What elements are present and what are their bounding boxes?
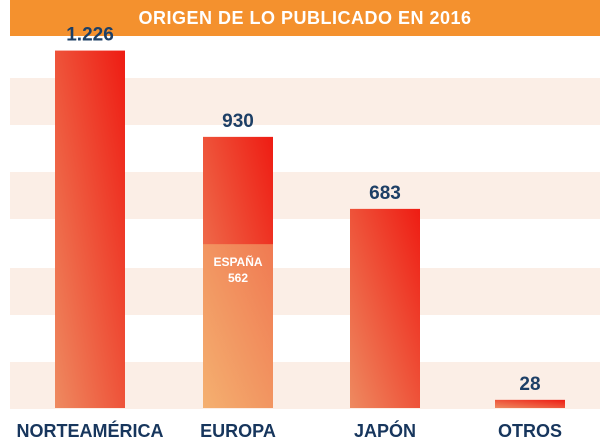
category-label-2: JAPÓN xyxy=(354,420,416,441)
value-label-1: 930 xyxy=(222,111,254,132)
sub-segment-label: ESPAÑA xyxy=(213,254,262,269)
value-label-2: 683 xyxy=(369,183,401,204)
chart-title-bar: ORIGEN DE LO PUBLICADO EN 2016 xyxy=(10,0,600,36)
bar-0 xyxy=(55,50,125,408)
sub-segment-bar xyxy=(203,244,273,408)
value-label-3: 28 xyxy=(519,374,540,395)
chart-title: ORIGEN DE LO PUBLICADO EN 2016 xyxy=(138,7,472,28)
category-label-3: OTROS xyxy=(498,421,562,441)
sub-segment-value: 562 xyxy=(228,271,248,285)
category-label-1: EUROPA xyxy=(200,421,276,441)
category-label-0: NORTEAMÉRICA xyxy=(17,420,164,441)
value-label-0: 1.226 xyxy=(66,25,114,46)
bar-2 xyxy=(350,208,420,408)
bar-3 xyxy=(495,399,565,408)
